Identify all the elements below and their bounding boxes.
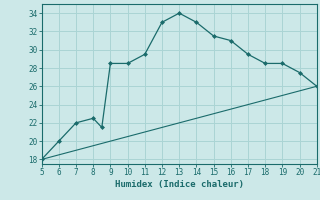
- X-axis label: Humidex (Indice chaleur): Humidex (Indice chaleur): [115, 180, 244, 189]
